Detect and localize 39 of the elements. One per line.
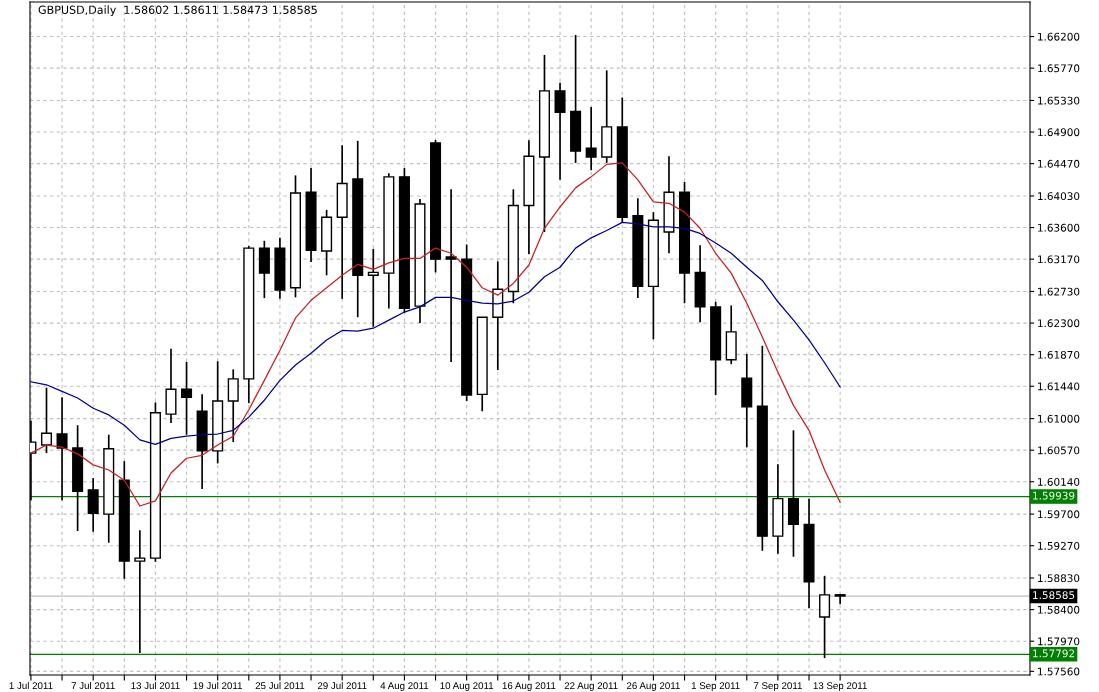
y-tick-label: 1.57970 (1038, 637, 1080, 646)
y-tick-label: 1.64900 (1038, 128, 1080, 137)
y-tick-label: 1.59270 (1038, 541, 1080, 550)
y-tick-label: 1.64030 (1038, 192, 1080, 201)
y-tick-label: 1.60140 (1038, 478, 1080, 486)
y-tick-label: 1.65330 (1038, 96, 1080, 105)
y-tick-label: 1.58400 (1038, 605, 1080, 614)
ref-line-label: 1.57792 (1033, 649, 1075, 658)
y-tick-label: 1.61440 (1038, 382, 1080, 391)
x-tick-label: 22 Aug 2011 (564, 682, 618, 692)
x-tick-label: 26 Aug 2011 (626, 682, 680, 692)
y-tick-label: 1.61870 (1038, 350, 1080, 359)
y-tick-label: 1.63170 (1038, 255, 1080, 264)
y-tick-label: 1.64470 (1038, 159, 1080, 168)
x-tick-label: 29 Jul 2011 (317, 681, 367, 690)
x-tick-label: 19 Jul 2011 (193, 681, 242, 690)
ref-line-label: 1.58585 (1033, 591, 1075, 600)
y-tick-label: 1.59700 (1038, 510, 1080, 519)
x-tick-label: 7 Jul 2011 (71, 681, 115, 690)
x-tick-label: 13 Jul 2011 (131, 681, 180, 690)
ref-line-label: 1.59939 (1033, 491, 1075, 500)
y-tick-label: 1.66200 (1038, 32, 1080, 41)
y-tick-label: 1.62300 (1038, 319, 1080, 328)
x-tick-label: 16 Aug 2011 (502, 682, 556, 692)
y-tick-label: 1.60570 (1038, 446, 1080, 455)
y-tick-label: 1.65770 (1038, 64, 1080, 73)
x-tick-label: 10 Aug 2011 (440, 682, 494, 692)
x-tick-label: 7 Sep 2011 (753, 682, 802, 692)
x-tick-label: 25 Jul 2011 (255, 681, 305, 690)
x-tick-label: 1 Sep 2011 (691, 682, 740, 692)
x-tick-label: 13 Sep 2011 (813, 682, 867, 692)
chart-title: GBPUSD,Daily 1.58602 1.58611 1.58473 1.58585 (38, 5, 317, 17)
x-tick-label: 1 Jul 2011 (9, 681, 53, 690)
y-tick-label: 1.63600 (1038, 223, 1080, 232)
y-tick-label: 1.62730 (1038, 287, 1080, 296)
y-tick-label: 1.57560 (1038, 667, 1080, 676)
x-tick-label: 4 Aug 2011 (380, 682, 429, 692)
y-tick-label: 1.61000 (1038, 414, 1080, 423)
y-tick-label: 1.58830 (1038, 574, 1080, 583)
